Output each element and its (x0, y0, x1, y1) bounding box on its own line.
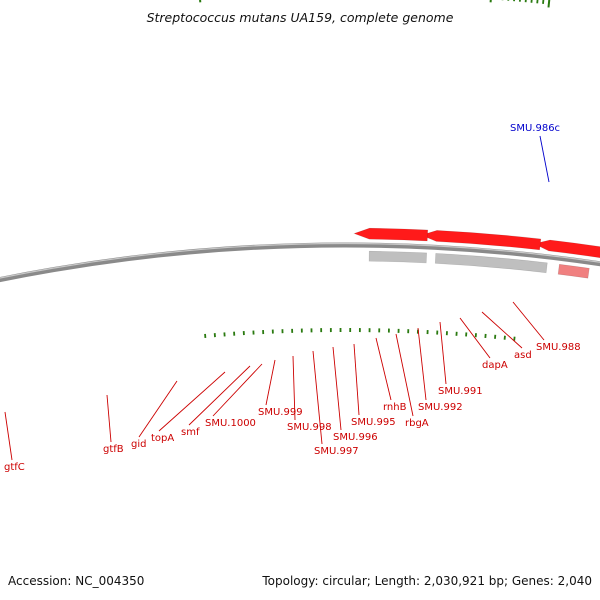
leader-line-SMU.999 (265, 359, 276, 406)
leader-line-SMU.995 (353, 343, 360, 416)
forward-gene (353, 227, 429, 242)
backbone-highlight (0, 242, 600, 279)
reverse-gene (434, 253, 548, 274)
major-tick (489, 0, 492, 3)
leader-line-SMU.991 (439, 321, 447, 385)
gene-label-SMU.988: SMU.988 (536, 342, 581, 353)
gene-label-topA: topA (151, 433, 174, 444)
figure-title: Streptococcus mutans UA159, complete gen… (146, 10, 454, 25)
gene-label-gtfB: gtfB (103, 444, 124, 455)
leader-line-gid (138, 380, 178, 438)
accession-text: Accession: NC_004350 (8, 574, 145, 588)
leader-line-topA (158, 371, 226, 432)
reverse-gene (557, 263, 590, 279)
leader-line-SMU.992 (417, 327, 427, 401)
gene-label-SMU.991: SMU.991 (438, 386, 483, 397)
leader-line-rbgA (395, 333, 414, 417)
gene-label-gtfC: gtfC (4, 462, 25, 473)
gene-label-SMU.998: SMU.998 (287, 422, 332, 433)
gene-label-rbgA: rbgA (405, 418, 429, 429)
gene-label-SMU.996: SMU.996 (333, 432, 378, 443)
major-tick (199, 0, 202, 3)
major-tick (547, 0, 551, 8)
leader-line-SMU.997 (312, 350, 323, 445)
leader-line-SMU.1000 (212, 363, 263, 417)
leader-line-asd (481, 311, 523, 349)
gene-label-smf: smf (181, 427, 200, 438)
forward-gene (533, 239, 600, 259)
backbone-arc (0, 242, 600, 283)
leader-line-smf (188, 365, 251, 426)
gene-label-SMU.1000: SMU.1000 (205, 418, 256, 429)
leader-line-SMU.988 (512, 301, 545, 341)
gene-label-dapA: dapA (482, 360, 508, 371)
leader-line-SMU.986c (539, 135, 550, 183)
gene-label-SMU.992: SMU.992 (418, 402, 463, 413)
gene-label-SMU.986c: SMU.986c (510, 123, 560, 134)
gene-label-rnhB: rnhB (383, 402, 407, 413)
leader-line-gtfB (106, 394, 112, 443)
topology-text: Topology: circular; Length: 2,030,921 bp… (262, 574, 592, 588)
gene-label-asd: asd (514, 350, 532, 361)
leader-line-SMU.996 (332, 346, 342, 431)
leader-line-dapA (459, 317, 491, 359)
leader-line-gtfC (4, 411, 13, 461)
gene-label-SMU.997: SMU.997 (314, 446, 359, 457)
gene-label-gid: gid (131, 439, 146, 450)
leader-line-rnhB (375, 337, 392, 401)
leader-line-SMU.998 (292, 355, 296, 421)
forward-gene (420, 230, 542, 251)
reverse-gene (368, 250, 427, 264)
gene-label-SMU.999: SMU.999 (258, 407, 303, 418)
gene-label-SMU.995: SMU.995 (351, 417, 396, 428)
